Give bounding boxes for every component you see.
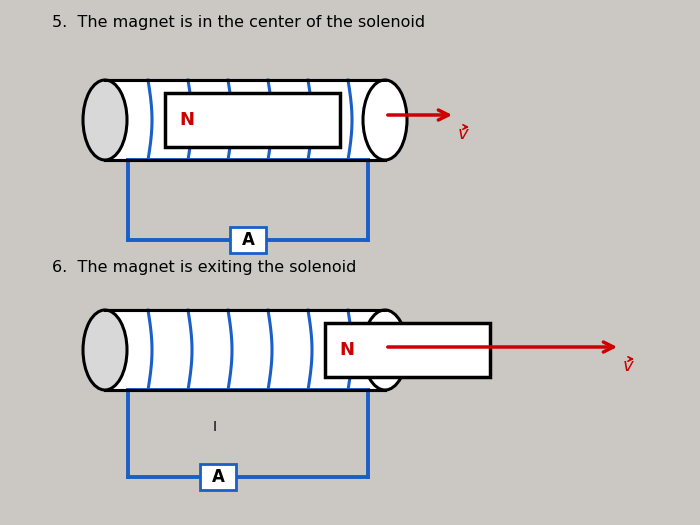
Bar — [105, 80, 385, 160]
Text: 6.  The magnet is exiting the solenoid: 6. The magnet is exiting the solenoid — [52, 260, 356, 275]
Text: A: A — [241, 231, 254, 249]
Ellipse shape — [363, 310, 407, 390]
Ellipse shape — [83, 80, 127, 160]
Text: v: v — [458, 125, 468, 143]
Bar — [325, 323, 490, 377]
Bar — [200, 464, 236, 490]
Bar — [165, 93, 340, 147]
Text: A: A — [211, 468, 225, 486]
Text: 5.  The magnet is in the center of the solenoid: 5. The magnet is in the center of the so… — [52, 15, 425, 30]
Ellipse shape — [83, 310, 127, 390]
Text: I: I — [213, 420, 217, 434]
Bar — [105, 310, 385, 390]
Text: N: N — [179, 111, 194, 129]
Text: N: N — [339, 341, 354, 359]
Bar — [230, 227, 266, 253]
Ellipse shape — [363, 80, 407, 160]
Text: v: v — [623, 357, 634, 375]
